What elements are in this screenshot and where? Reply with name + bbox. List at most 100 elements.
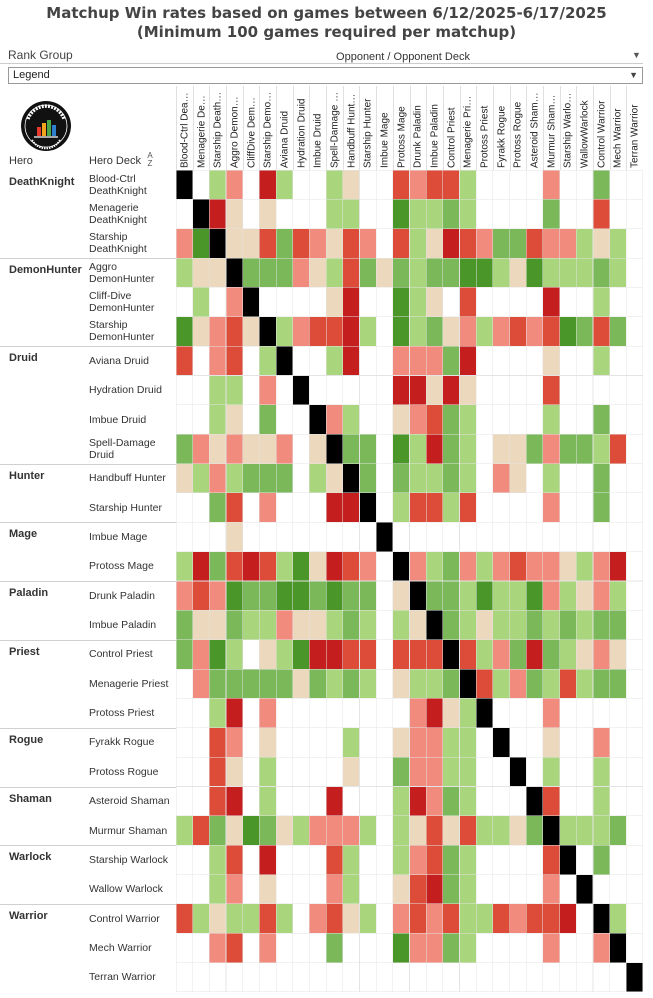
heatmap-cell[interactable] xyxy=(626,698,643,729)
heatmap-cell[interactable] xyxy=(509,199,527,230)
heatmap-cell[interactable] xyxy=(409,375,427,406)
heatmap-cell[interactable] xyxy=(292,521,310,552)
heatmap-cell[interactable] xyxy=(459,844,477,875)
heatmap-cell[interactable] xyxy=(475,404,494,435)
heatmap-cell[interactable] xyxy=(442,727,460,758)
heatmap-cell[interactable] xyxy=(209,521,227,552)
heatmap-cell[interactable] xyxy=(259,463,277,494)
heatmap-cell[interactable] xyxy=(626,492,643,523)
heatmap-cell[interactable] xyxy=(575,874,594,905)
heatmap-cell[interactable] xyxy=(259,639,277,670)
heatmap-cell[interactable] xyxy=(242,463,260,494)
heatmap-cell[interactable] xyxy=(575,551,594,582)
heatmap-cell[interactable] xyxy=(425,170,444,200)
heatmap-cell[interactable] xyxy=(176,345,193,376)
heatmap-cell[interactable] xyxy=(375,903,394,934)
heatmap-cell[interactable] xyxy=(575,345,594,376)
heatmap-cell[interactable] xyxy=(609,756,627,787)
heatmap-cell[interactable] xyxy=(509,786,527,817)
heatmap-cell[interactable] xyxy=(475,610,494,641)
heatmap-cell[interactable] xyxy=(409,727,427,758)
heatmap-cell[interactable] xyxy=(475,521,494,552)
heatmap-cell[interactable] xyxy=(325,433,344,464)
heatmap-cell[interactable] xyxy=(525,199,544,230)
heatmap-cell[interactable] xyxy=(192,962,210,992)
heatmap-cell[interactable] xyxy=(275,610,294,641)
heatmap-cell[interactable] xyxy=(209,962,227,992)
column-header[interactable]: Terran Warrior xyxy=(626,86,643,170)
heatmap-cell[interactable] xyxy=(609,492,627,523)
heatmap-cell[interactable] xyxy=(492,521,510,552)
heatmap-cell[interactable] xyxy=(592,345,610,376)
heatmap-cell[interactable] xyxy=(575,375,594,406)
heatmap-cell[interactable] xyxy=(609,580,627,611)
heatmap-cell[interactable] xyxy=(342,228,360,259)
heatmap-cell[interactable] xyxy=(192,580,210,611)
heatmap-cell[interactable] xyxy=(459,756,477,787)
heatmap-cell[interactable] xyxy=(359,844,377,875)
heatmap-cell[interactable] xyxy=(275,580,294,611)
heatmap-cell[interactable] xyxy=(225,668,244,699)
heatmap-cell[interactable] xyxy=(259,698,277,729)
heatmap-cell[interactable] xyxy=(509,756,527,787)
heatmap-cell[interactable] xyxy=(342,345,360,376)
heatmap-cell[interactable] xyxy=(542,316,560,347)
heatmap-cell[interactable] xyxy=(475,257,494,288)
heatmap-cell[interactable] xyxy=(242,786,260,817)
heatmap-cell[interactable] xyxy=(342,962,360,992)
heatmap-cell[interactable] xyxy=(626,345,643,376)
heatmap-cell[interactable] xyxy=(425,199,444,230)
heatmap-cell[interactable] xyxy=(609,962,627,992)
heatmap-cell[interactable] xyxy=(209,199,227,230)
heatmap-cell[interactable] xyxy=(425,668,444,699)
heatmap-cell[interactable] xyxy=(409,668,427,699)
heatmap-cell[interactable] xyxy=(525,610,544,641)
heatmap-cell[interactable] xyxy=(525,844,544,875)
heatmap-cell[interactable] xyxy=(192,228,210,259)
heatmap-cell[interactable] xyxy=(459,668,477,699)
heatmap-cell[interactable] xyxy=(375,786,394,817)
heatmap-cell[interactable] xyxy=(325,463,344,494)
heatmap-cell[interactable] xyxy=(559,316,577,347)
heatmap-cell[interactable] xyxy=(292,199,310,230)
heatmap-cell[interactable] xyxy=(459,815,477,846)
heatmap-cell[interactable] xyxy=(275,786,294,817)
heatmap-cell[interactable] xyxy=(459,874,477,905)
heatmap-cell[interactable] xyxy=(292,844,310,875)
heatmap-cell[interactable] xyxy=(375,551,394,582)
heatmap-cell[interactable] xyxy=(442,903,460,934)
heatmap-cell[interactable] xyxy=(492,844,510,875)
heatmap-cell[interactable] xyxy=(492,668,510,699)
heatmap-cell[interactable] xyxy=(359,698,377,729)
heatmap-cell[interactable] xyxy=(309,932,327,963)
heatmap-cell[interactable] xyxy=(192,639,210,670)
heatmap-cell[interactable] xyxy=(525,316,544,347)
heatmap-cell[interactable] xyxy=(442,786,460,817)
heatmap-cell[interactable] xyxy=(575,698,594,729)
heatmap-cell[interactable] xyxy=(209,287,227,318)
heatmap-cell[interactable] xyxy=(392,668,410,699)
heatmap-cell[interactable] xyxy=(375,844,394,875)
heatmap-cell[interactable] xyxy=(459,727,477,758)
column-header[interactable]: Spell-Damage … xyxy=(326,86,343,170)
heatmap-cell[interactable] xyxy=(542,345,560,376)
heatmap-cell[interactable] xyxy=(409,228,427,259)
heatmap-cell[interactable] xyxy=(342,727,360,758)
heatmap-cell[interactable] xyxy=(209,698,227,729)
column-header[interactable]: Imbue Druid xyxy=(309,86,326,170)
heatmap-cell[interactable] xyxy=(176,639,193,670)
heatmap-cell[interactable] xyxy=(209,756,227,787)
heatmap-cell[interactable] xyxy=(626,170,643,200)
column-header[interactable]: Starship Demo… xyxy=(259,86,276,170)
heatmap-cell[interactable] xyxy=(442,199,460,230)
heatmap-cell[interactable] xyxy=(375,404,394,435)
heatmap-cell[interactable] xyxy=(459,962,477,992)
heatmap-cell[interactable] xyxy=(525,903,544,934)
heatmap-cell[interactable] xyxy=(492,492,510,523)
heatmap-cell[interactable] xyxy=(292,962,310,992)
heatmap-cell[interactable] xyxy=(176,257,193,288)
heatmap-cell[interactable] xyxy=(342,698,360,729)
heatmap-cell[interactable] xyxy=(259,170,277,200)
heatmap-cell[interactable] xyxy=(392,844,410,875)
heatmap-cell[interactable] xyxy=(325,228,344,259)
